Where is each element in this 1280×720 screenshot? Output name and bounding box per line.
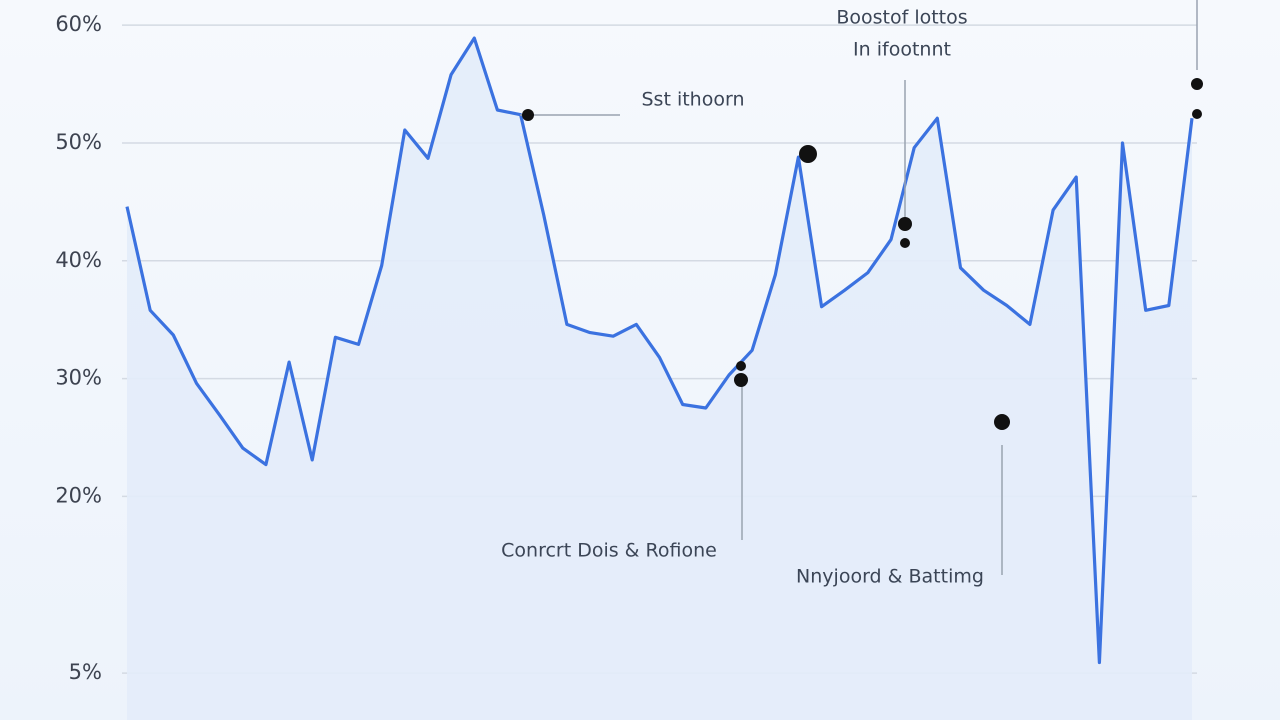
marker (898, 217, 912, 231)
marker (734, 373, 748, 387)
y-tick-label: 20% (55, 483, 102, 507)
line (125, 36, 1194, 665)
annotation: Nnyjoord & Battimg (796, 566, 984, 588)
y-tick-label: 60% (55, 12, 102, 36)
y-tick-label: 5% (69, 660, 102, 684)
annotation-markers (520, 0, 1203, 575)
marker (1191, 78, 1203, 90)
y-tick-label: 50% (55, 130, 102, 154)
marker (736, 361, 746, 371)
marker (522, 109, 534, 121)
annotation: Conrcrt Dois & Rofione (501, 540, 717, 562)
marker (900, 238, 910, 248)
y-tick-label: 30% (55, 366, 102, 390)
annotation: In ifootnnt (853, 39, 951, 61)
area (127, 38, 1192, 720)
annotation: Boostof lottos (836, 7, 967, 29)
marker (799, 145, 817, 163)
y-tick-label: 40% (55, 248, 102, 272)
annotation: Sst ithoorn (642, 89, 745, 111)
marker (1192, 109, 1202, 119)
marker (994, 414, 1010, 430)
